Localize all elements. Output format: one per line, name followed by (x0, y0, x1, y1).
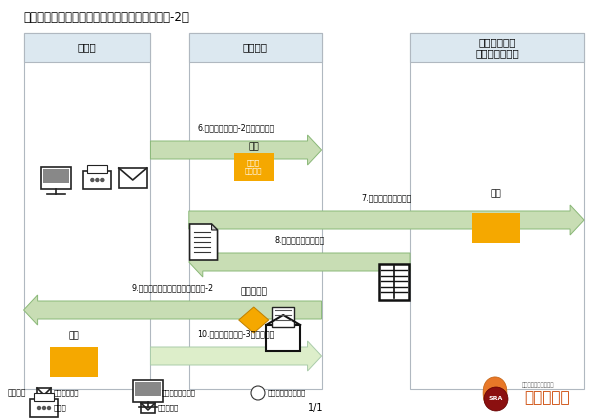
Bar (24, 33, 150, 62)
Bar (30, 399, 58, 417)
Text: 10.契約（ステップ-3）のご検討: 10.契約（ステップ-3）のご検討 (197, 329, 275, 338)
Bar (119, 168, 147, 188)
Bar (189, 33, 322, 389)
Text: 9.障害年金の受給にかかる見通し-2: 9.障害年金の受給にかかる見通し-2 (132, 283, 214, 292)
Bar (87, 165, 107, 173)
Text: 社会保険労務士事務所: 社会保険労務士事務所 (522, 382, 555, 388)
Text: お客様: お客様 (78, 43, 96, 53)
Circle shape (91, 178, 94, 181)
Bar (410, 33, 584, 62)
Polygon shape (212, 224, 218, 230)
Polygon shape (150, 341, 322, 371)
Circle shape (48, 406, 51, 410)
Bar (266, 325, 300, 351)
Text: ：郵便: ：郵便 (54, 405, 67, 411)
Text: 6.契約（ステップ-2）のお申込み: 6.契約（ステップ-2）のお申込み (198, 123, 274, 132)
Text: 当事務所: 当事務所 (242, 43, 268, 53)
Text: 1/1: 1/1 (308, 403, 324, 413)
Bar (83, 171, 112, 189)
Bar (471, 213, 520, 243)
Bar (189, 33, 322, 62)
Bar (37, 388, 51, 398)
Bar (41, 167, 71, 189)
Text: 障害年金申請サポート・チャート図（ステップ-2）: 障害年金申請サポート・チャート図（ステップ-2） (24, 11, 189, 24)
Circle shape (42, 406, 45, 410)
Text: 7.年金加入記録の照会: 7.年金加入記録の照会 (361, 193, 412, 202)
Text: 確認: 確認 (490, 189, 501, 198)
Circle shape (38, 406, 41, 410)
Text: 日本年金機構
（年金事務所）: 日本年金機構 （年金事務所） (475, 37, 519, 59)
Bar (141, 403, 155, 413)
Bar (43, 169, 69, 183)
Text: SRA: SRA (489, 397, 503, 402)
Bar (24, 33, 150, 62)
Circle shape (251, 386, 265, 400)
Bar (272, 307, 294, 327)
Circle shape (96, 178, 99, 181)
Text: ：サイトよの入力: ：サイトよの入力 (162, 390, 196, 396)
Text: アヴァロン: アヴァロン (524, 390, 569, 405)
Bar (24, 33, 150, 389)
Bar (34, 393, 54, 401)
Bar (133, 380, 163, 402)
Text: ：電子メール: ：電子メール (54, 390, 80, 396)
Bar (189, 33, 322, 62)
Polygon shape (150, 135, 322, 165)
Text: ：複数回のやりとり: ：複数回のやりとり (268, 390, 306, 396)
Polygon shape (24, 295, 322, 325)
Text: 確認: 確認 (248, 142, 259, 151)
Text: 8.年金加入記録の回答: 8.年金加入記録の回答 (274, 235, 325, 244)
Circle shape (484, 387, 508, 411)
Bar (50, 347, 98, 377)
Polygon shape (189, 224, 218, 260)
Text: 委任状
お支払い: 委任状 お支払い (245, 160, 263, 174)
Text: ：お支払い: ：お支払い (158, 405, 179, 411)
Circle shape (101, 178, 104, 181)
Polygon shape (189, 205, 584, 235)
Bar (379, 264, 409, 300)
Text: 【凡例】: 【凡例】 (8, 388, 27, 398)
Text: 確認: 確認 (68, 331, 79, 340)
Bar (135, 382, 161, 396)
Polygon shape (189, 247, 410, 277)
Polygon shape (483, 377, 507, 409)
Polygon shape (239, 307, 268, 333)
Bar (234, 153, 274, 181)
Bar (410, 33, 584, 389)
Text: 検討・判断: 検討・判断 (240, 287, 267, 296)
Bar (410, 33, 584, 62)
